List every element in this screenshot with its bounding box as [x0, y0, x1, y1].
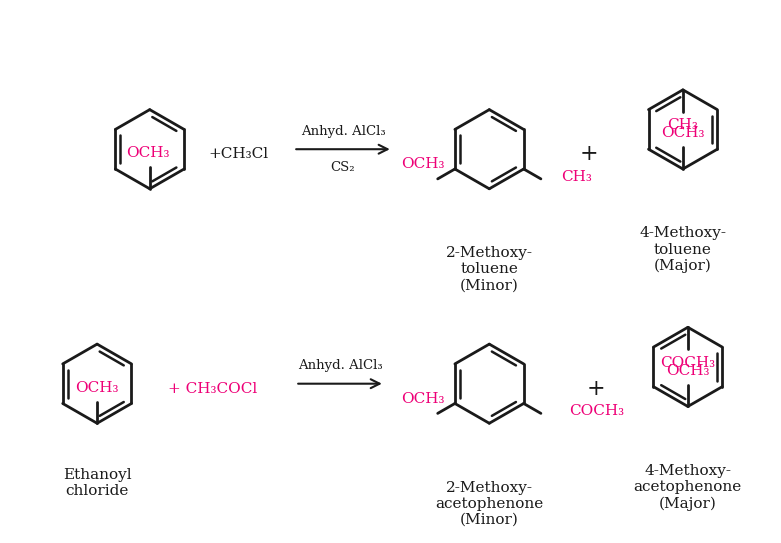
Text: OCH₃: OCH₃	[662, 127, 704, 141]
Text: Anhyd. AlCl₃: Anhyd. AlCl₃	[298, 359, 383, 372]
Text: OCH₃: OCH₃	[401, 157, 444, 171]
Text: COCH₃: COCH₃	[660, 356, 715, 370]
Text: CS₂: CS₂	[330, 161, 355, 174]
Text: Ethanoyl
chloride: Ethanoyl chloride	[62, 468, 131, 498]
Text: +: +	[580, 143, 598, 165]
Text: OCH₃: OCH₃	[126, 146, 169, 160]
Text: + CH₃COCl: + CH₃COCl	[168, 382, 258, 396]
Text: OCH₃: OCH₃	[666, 364, 710, 378]
Text: CH₃: CH₃	[561, 170, 592, 184]
Text: 4-Methoxy-
toluene
(Major): 4-Methoxy- toluene (Major)	[640, 226, 726, 273]
Text: OCH₃: OCH₃	[75, 381, 119, 395]
Text: 4-Methoxy-
acetophenone
(Major): 4-Methoxy- acetophenone (Major)	[633, 464, 742, 511]
Text: +CH₃Cl: +CH₃Cl	[209, 147, 269, 161]
Text: +: +	[587, 377, 604, 400]
Text: Anhyd. AlCl₃: Anhyd. AlCl₃	[301, 125, 385, 138]
Text: CH₃: CH₃	[668, 118, 698, 132]
Text: COCH₃: COCH₃	[569, 405, 624, 419]
Text: 2-Methoxy-
toluene
(Minor): 2-Methoxy- toluene (Minor)	[446, 246, 533, 293]
Text: 2-Methoxy-
acetophenone
(Minor): 2-Methoxy- acetophenone (Minor)	[435, 481, 544, 527]
Text: OCH₃: OCH₃	[401, 392, 444, 406]
